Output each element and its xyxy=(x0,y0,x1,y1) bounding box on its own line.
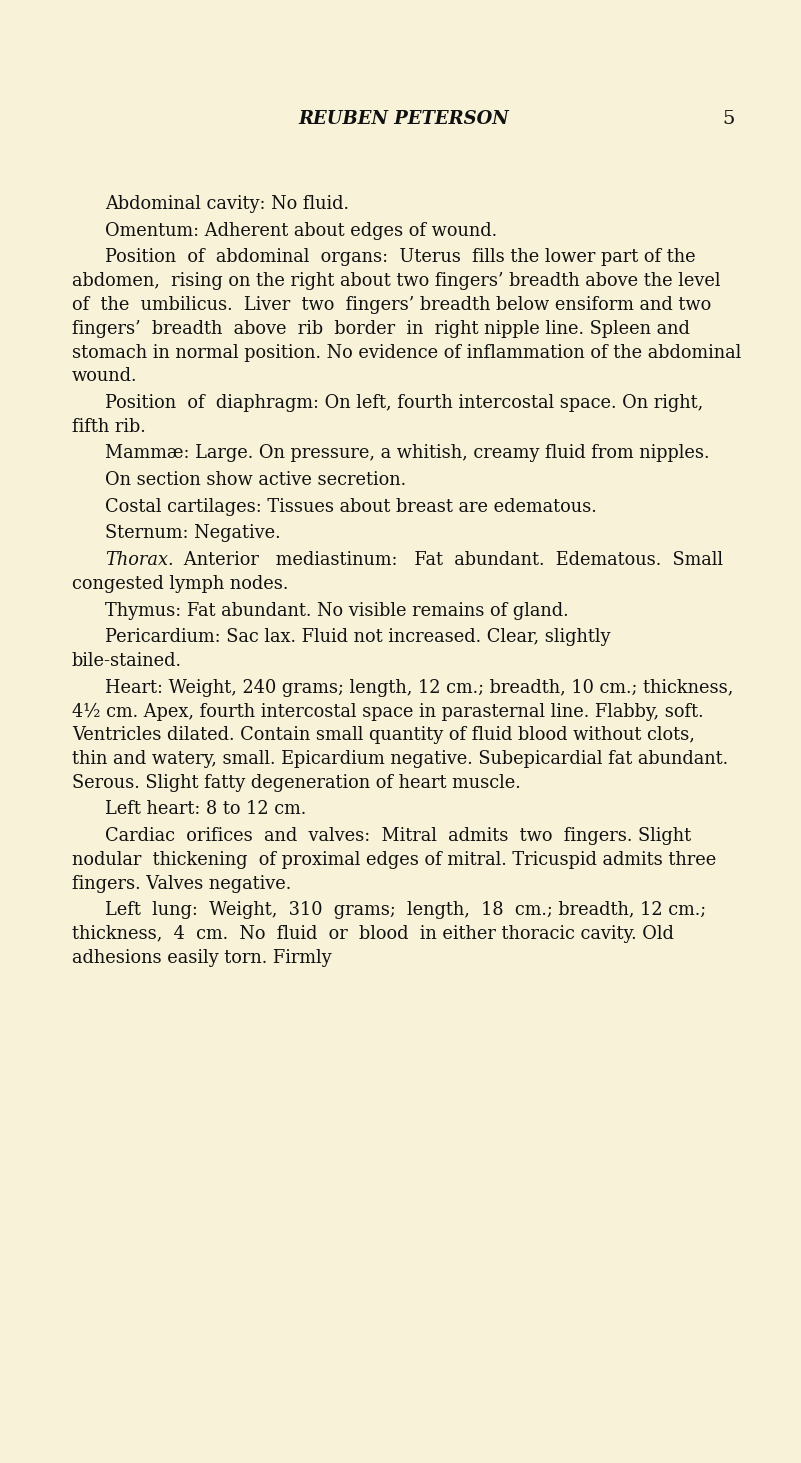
Text: Heart: Weight, 240 grams; length, 12 cm.; breadth, 10 cm.; thickness,: Heart: Weight, 240 grams; length, 12 cm.… xyxy=(105,679,734,696)
Text: Left  lung:  Weight,  310  grams;  length,  18  cm.; breadth, 12 cm.;: Left lung: Weight, 310 grams; length, 18… xyxy=(105,901,706,919)
Text: bile-stained.: bile-stained. xyxy=(72,652,182,670)
Text: Left heart: 8 to 12 cm.: Left heart: 8 to 12 cm. xyxy=(105,800,306,818)
Text: On section show active secretion.: On section show active secretion. xyxy=(105,471,406,489)
Text: fingers’  breadth  above  rib  border  in  right nipple line. Spleen and: fingers’ breadth above rib border in rig… xyxy=(72,320,690,338)
Text: Sternum: Negative.: Sternum: Negative. xyxy=(105,524,280,543)
Text: Abdominal cavity: No fluid.: Abdominal cavity: No fluid. xyxy=(105,195,349,214)
Text: congested lymph nodes.: congested lymph nodes. xyxy=(72,575,288,593)
Text: Serous. Slight fatty degeneration of heart muscle.: Serous. Slight fatty degeneration of hea… xyxy=(72,774,521,791)
Text: nodular  thickening  of proximal edges of mitral. Tricuspid admits three: nodular thickening of proximal edges of … xyxy=(72,851,716,869)
Text: 5: 5 xyxy=(723,110,735,127)
Text: fingers. Valves negative.: fingers. Valves negative. xyxy=(72,875,292,892)
Text: stomach in normal position. No evidence of inflammation of the abdominal: stomach in normal position. No evidence … xyxy=(72,344,741,361)
Text: Cardiac  orifices  and  valves:  Mitral  admits  two  fingers. Slight: Cardiac orifices and valves: Mitral admi… xyxy=(105,827,691,846)
Text: Position  of  diaphragm: On left, fourth intercostal space. On right,: Position of diaphragm: On left, fourth i… xyxy=(105,394,703,413)
Text: Ventricles dilated. Contain small quantity of fluid blood without clots,: Ventricles dilated. Contain small quanti… xyxy=(72,726,695,745)
Text: adhesions easily torn. Firmly: adhesions easily torn. Firmly xyxy=(72,949,332,967)
Text: Pericardium: Sac lax. Fluid not increased. Clear, slightly: Pericardium: Sac lax. Fluid not increase… xyxy=(105,628,610,647)
Text: fifth rib.: fifth rib. xyxy=(72,418,146,436)
Text: Costal cartilages: Tissues about breast are edematous.: Costal cartilages: Tissues about breast … xyxy=(105,497,597,516)
Text: Anterior   mediastinum:   Fat  abundant.  Edematous.  Small: Anterior mediastinum: Fat abundant. Edem… xyxy=(167,552,723,569)
Text: Thymus: Fat abundant. No visible remains of gland.: Thymus: Fat abundant. No visible remains… xyxy=(105,601,569,619)
Text: 4½ cm. Apex, fourth intercostal space in parasternal line. Flabby, soft.: 4½ cm. Apex, fourth intercostal space in… xyxy=(72,702,703,720)
Text: Mammæ: Large. On pressure, a whitish, creamy fluid from nipples.: Mammæ: Large. On pressure, a whitish, cr… xyxy=(105,445,710,462)
Text: of  the  umbilicus.  Liver  two  fingers’ breadth below ensiform and two: of the umbilicus. Liver two fingers’ bre… xyxy=(72,296,711,315)
Text: thin and watery, small. Epicardium negative. Subepicardial fat abundant.: thin and watery, small. Epicardium negat… xyxy=(72,751,728,768)
Text: REUBEN PETERSON: REUBEN PETERSON xyxy=(298,110,509,127)
Text: abdomen,  rising on the right about two fingers’ breadth above the level: abdomen, rising on the right about two f… xyxy=(72,272,721,290)
Text: Position  of  abdominal  organs:  Uterus  fills the lower part of the: Position of abdominal organs: Uterus fil… xyxy=(105,249,695,266)
Text: wound.: wound. xyxy=(72,367,138,385)
Text: Thorax.: Thorax. xyxy=(105,552,174,569)
Text: Omentum: Adherent about edges of wound.: Omentum: Adherent about edges of wound. xyxy=(105,222,497,240)
Text: thickness,  4  cm.  No  fluid  or  blood  in either thoracic cavity. Old: thickness, 4 cm. No fluid or blood in ei… xyxy=(72,925,674,944)
